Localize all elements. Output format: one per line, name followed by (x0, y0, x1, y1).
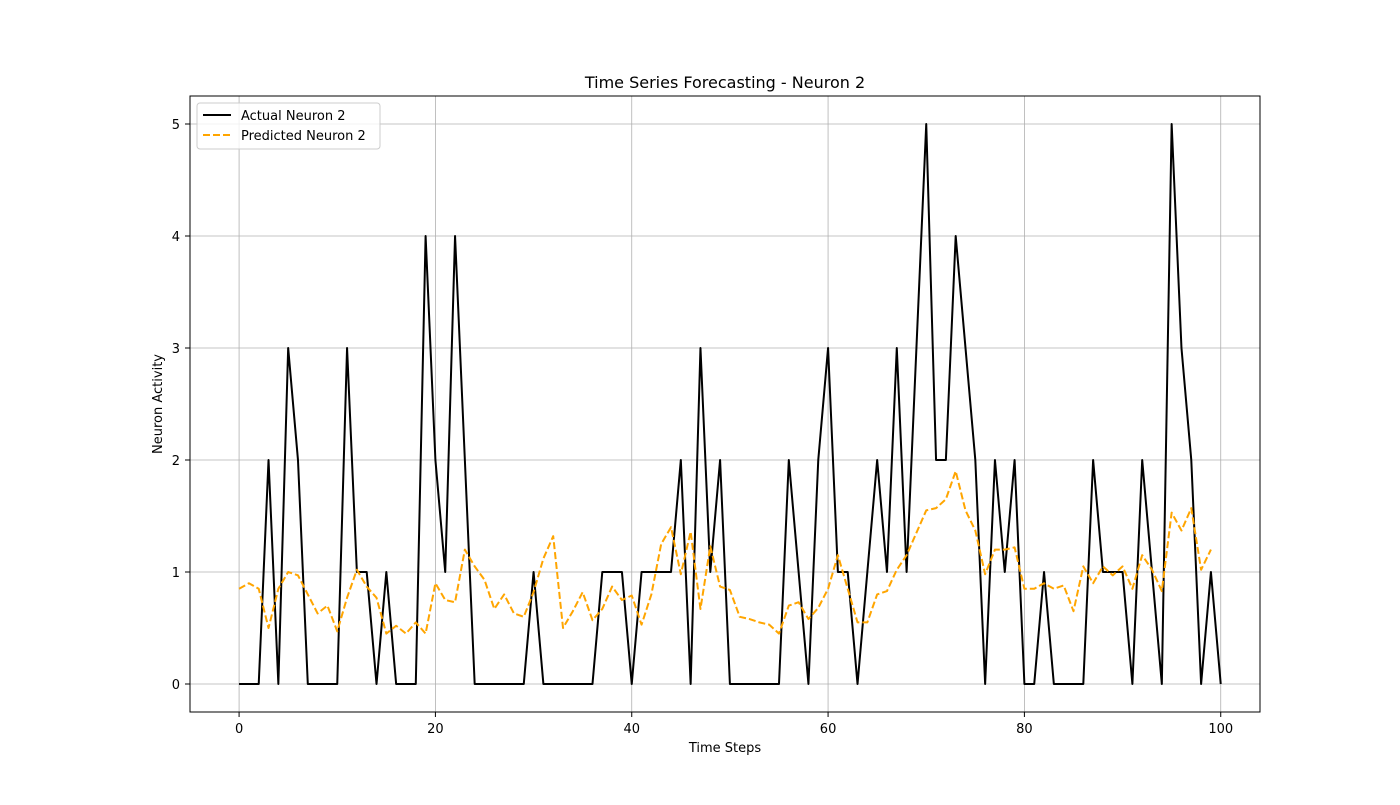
x-tick-label: 40 (623, 722, 640, 737)
legend: Actual Neuron 2 Predicted Neuron 2 (196, 102, 381, 150)
y-tick-label: 4 (172, 230, 180, 245)
series-line-predicted (238, 470, 1212, 635)
x-tick-label: 0 (235, 722, 243, 737)
series-lines (238, 123, 1222, 685)
chart-title: Time Series Forecasting - Neuron 2 (584, 73, 865, 92)
x-axis-label: Time Steps (688, 741, 762, 756)
plot-frame (189, 95, 1261, 713)
legend-label-actual: Actual Neuron 2 (241, 109, 345, 124)
legend-box (196, 102, 381, 150)
legend-label-predicted: Predicted Neuron 2 (241, 129, 366, 144)
axis-ticks: 0 20 40 60 80 100 0 1 2 3 4 5 (172, 118, 1233, 737)
x-tick-label: 100 (1208, 722, 1233, 737)
y-tick-label: 5 (172, 118, 180, 133)
x-tick-label: 60 (820, 722, 837, 737)
y-axis-label: Neuron Activity (151, 354, 166, 454)
y-tick-label: 0 (172, 678, 180, 693)
y-tick-label: 2 (172, 454, 180, 469)
x-tick-label: 20 (427, 722, 444, 737)
y-tick-label: 3 (172, 342, 180, 357)
y-tick-label: 1 (172, 566, 180, 581)
series-line-actual (239, 123, 1222, 685)
x-tick-label: 80 (1016, 722, 1033, 737)
